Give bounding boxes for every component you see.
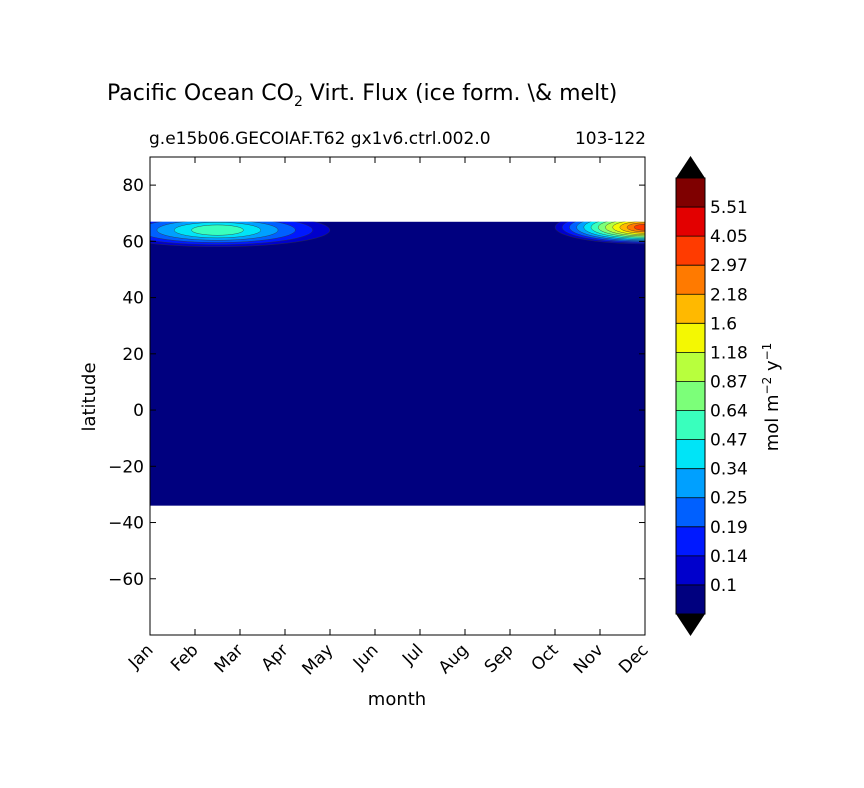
colorbar-segment [676,323,705,353]
contour-field [150,157,645,506]
colorbar-segment [676,236,705,266]
field-base [150,221,645,506]
colorbar-segment [676,468,705,498]
y-tick-label: 60 [122,232,144,252]
colorbar-tick-label: 0.47 [710,431,748,451]
x-tick-label: Sep [481,640,518,677]
x-tick-label: May [299,640,338,679]
x-tick-label: Nov [570,640,608,678]
colorbar-extend-min [676,614,705,636]
colorbar-label: mol m−2 y−1 [760,343,783,452]
colorbar-tick-label: 0.87 [710,372,748,392]
colorbar-segment [676,584,705,614]
colorbar-segment [676,555,705,585]
colorbar-label-main: mol m [762,394,783,451]
colorbar-segment [676,381,705,411]
x-axis-label: month [368,689,426,710]
year-range: 103-122 [575,129,646,149]
hotspot-1 [150,213,331,247]
colorbar-tick-label: 4.05 [710,227,748,247]
colorbar-tick-label: 5.51 [710,198,748,218]
x-tick-label: Jul [398,640,427,669]
y-tick-label: 80 [122,176,144,196]
y-tick-label: 20 [122,345,144,365]
y-tick-label: 40 [122,289,144,309]
colorbar: 0.1 0.14 0.19 0.25 0.34 0.47 0.64 0.87 1.18 1.6 2.… [675,156,748,636]
title-rest: Virt. Flux (ice form. \& melt) [303,81,618,106]
colorbar-segment [676,410,705,440]
colorbar-segment [676,207,705,237]
y-tick-label: −40 [108,514,144,534]
chart-title: Pacific Ocean CO2 Virt. Flux (ice form. … [107,81,617,110]
colorbar-tick-label: 1.6 [710,314,737,334]
colorbar-tick-label: 0.64 [710,402,748,422]
y-tick-label: −60 [108,570,144,590]
x-tick-label: Mar [211,640,248,677]
y-tick-label: −20 [108,457,144,477]
colorbar-label-exp2: −1 [760,343,774,361]
x-tick-label: Jan [124,640,157,673]
colorbar-segment [676,439,705,469]
x-tick-label: Aug [435,640,473,678]
plot-frame [149,156,646,636]
colorbar-label-mid: y [762,360,783,377]
plot-area: Jan Feb Mar Apr May Jun Jul Aug Sep Oct Nov Dec 80 6… [108,156,653,679]
field-mask-top [150,157,645,222]
colorbar-tick-label: 0.14 [710,547,748,567]
colorbar-segment [676,294,705,324]
title-subscript: 2 [294,94,303,110]
run-label: g.e15b06.GECOIAF.T62 gx1v6.ctrl.002.0 [149,129,491,149]
y-axis: 80 60 40 20 0 −20 −40 −60 [108,176,645,590]
colorbar-tick-label: 2.18 [710,285,748,305]
contour-band [634,224,645,231]
colorbar-segment [676,526,705,556]
x-tick-label: Feb [167,640,202,675]
colorbar-tick-label: 0.34 [710,460,748,480]
title-main: Pacific Ocean CO [107,81,294,106]
colorbar-tick-label: 2.97 [710,256,748,276]
colorbar-segment [676,352,705,382]
colorbar-segment [676,178,705,208]
x-tick-label: Jun [349,640,383,674]
colorbar-segment [676,265,705,295]
colorbar-segment [676,497,705,527]
colorbar-extend-max [676,156,705,178]
colorbar-tick-label: 0.1 [710,576,737,596]
x-tick-label: Apr [258,640,293,675]
contour-band [191,224,244,236]
y-tick-label: 0 [133,401,144,421]
colorbar-tick-label: 1.18 [710,343,748,363]
y-axis-label: latitude [79,362,100,431]
colorbar-frame [675,177,706,615]
x-tick-label: Dec [615,640,652,677]
colorbar-tick-label: 0.19 [710,518,748,538]
colorbar-label-exp1: −2 [760,377,774,395]
x-tick-label: Oct [528,640,563,675]
colorbar-tick-label: 0.25 [710,489,748,509]
